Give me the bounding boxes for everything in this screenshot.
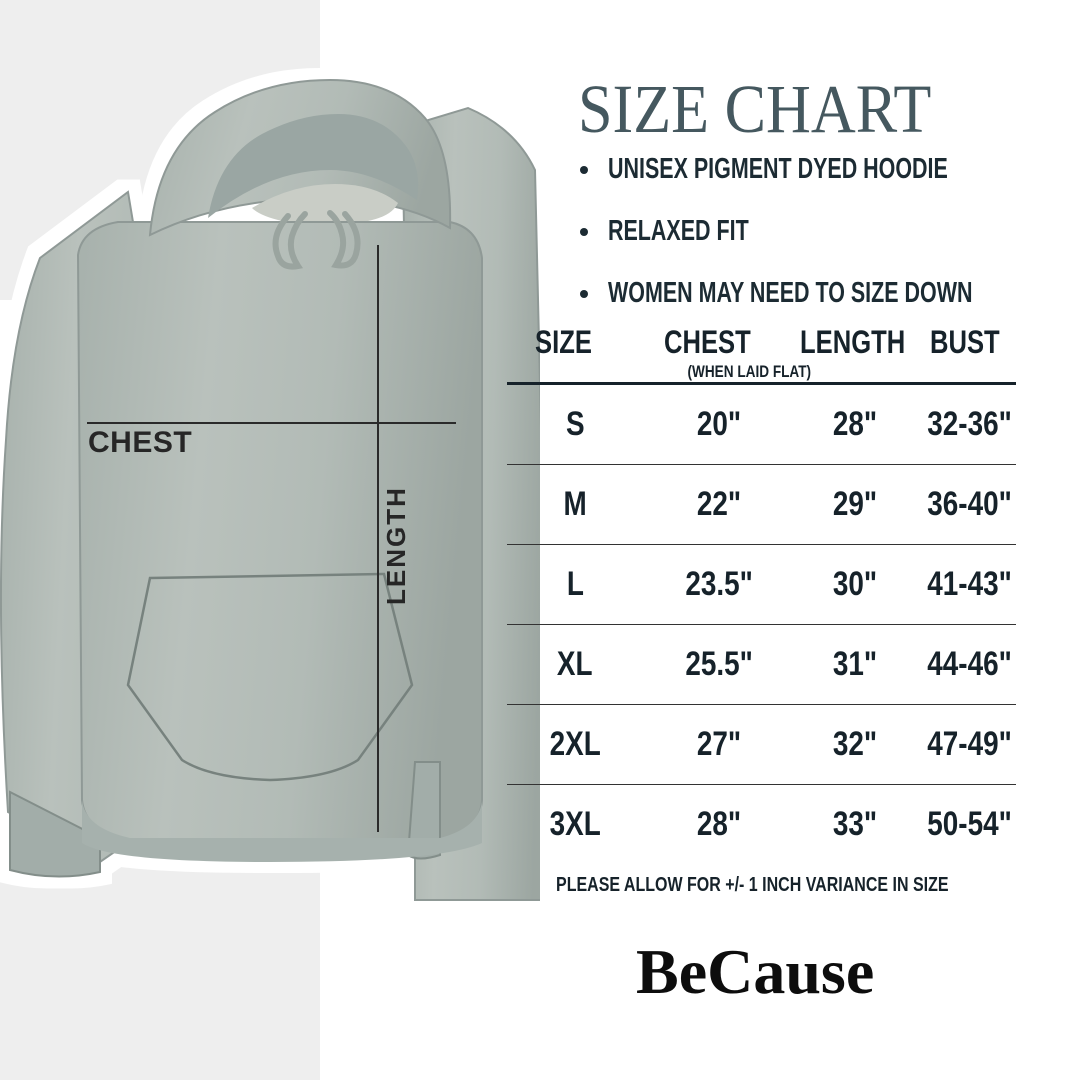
svg-text:LENGTH: LENGTH: [381, 486, 411, 605]
svg-text:CHEST: CHEST: [88, 426, 192, 459]
